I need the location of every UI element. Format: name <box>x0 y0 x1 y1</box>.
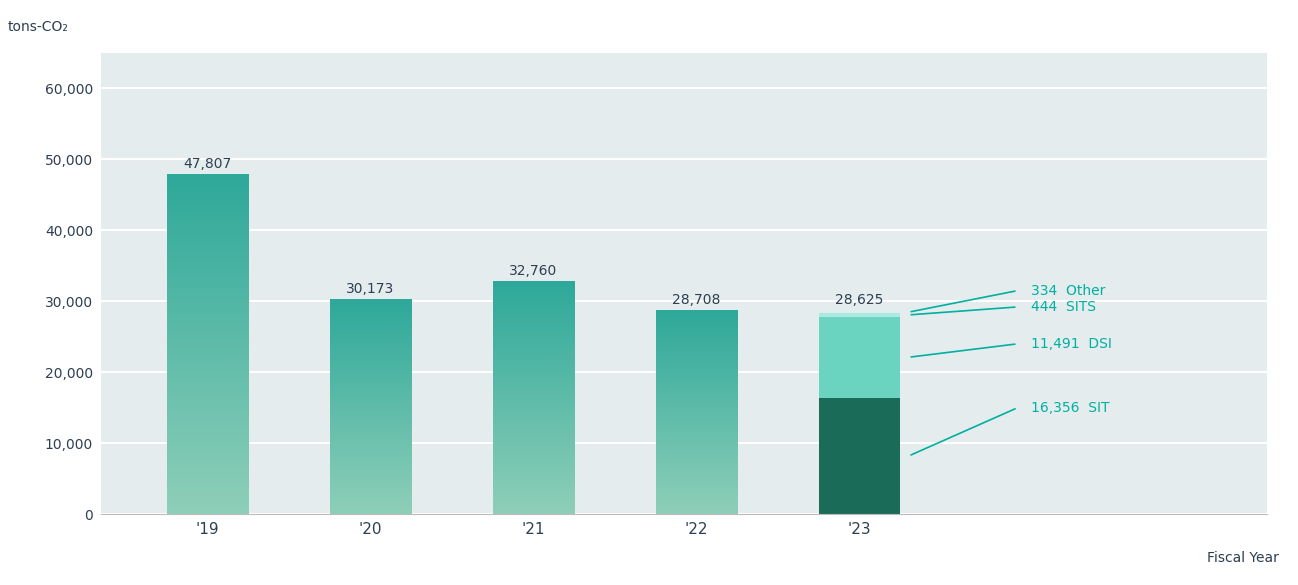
Text: 16,356  SIT: 16,356 SIT <box>1031 401 1110 415</box>
Text: 47,807: 47,807 <box>183 157 231 171</box>
Bar <box>819 398 901 514</box>
Text: tons-CO₂: tons-CO₂ <box>8 20 69 35</box>
Text: 28,708: 28,708 <box>672 293 720 307</box>
Bar <box>819 316 901 398</box>
Bar <box>819 311 901 314</box>
Text: 30,173: 30,173 <box>347 283 395 297</box>
Text: Fiscal Year: Fiscal Year <box>1207 551 1279 565</box>
Bar <box>819 314 901 316</box>
Text: 32,760: 32,760 <box>509 264 558 278</box>
Text: 11,491  DSI: 11,491 DSI <box>1031 337 1111 351</box>
Text: 444  SITS: 444 SITS <box>1031 300 1096 314</box>
Text: 334  Other: 334 Other <box>1031 284 1105 298</box>
Text: 28,625: 28,625 <box>836 294 884 308</box>
